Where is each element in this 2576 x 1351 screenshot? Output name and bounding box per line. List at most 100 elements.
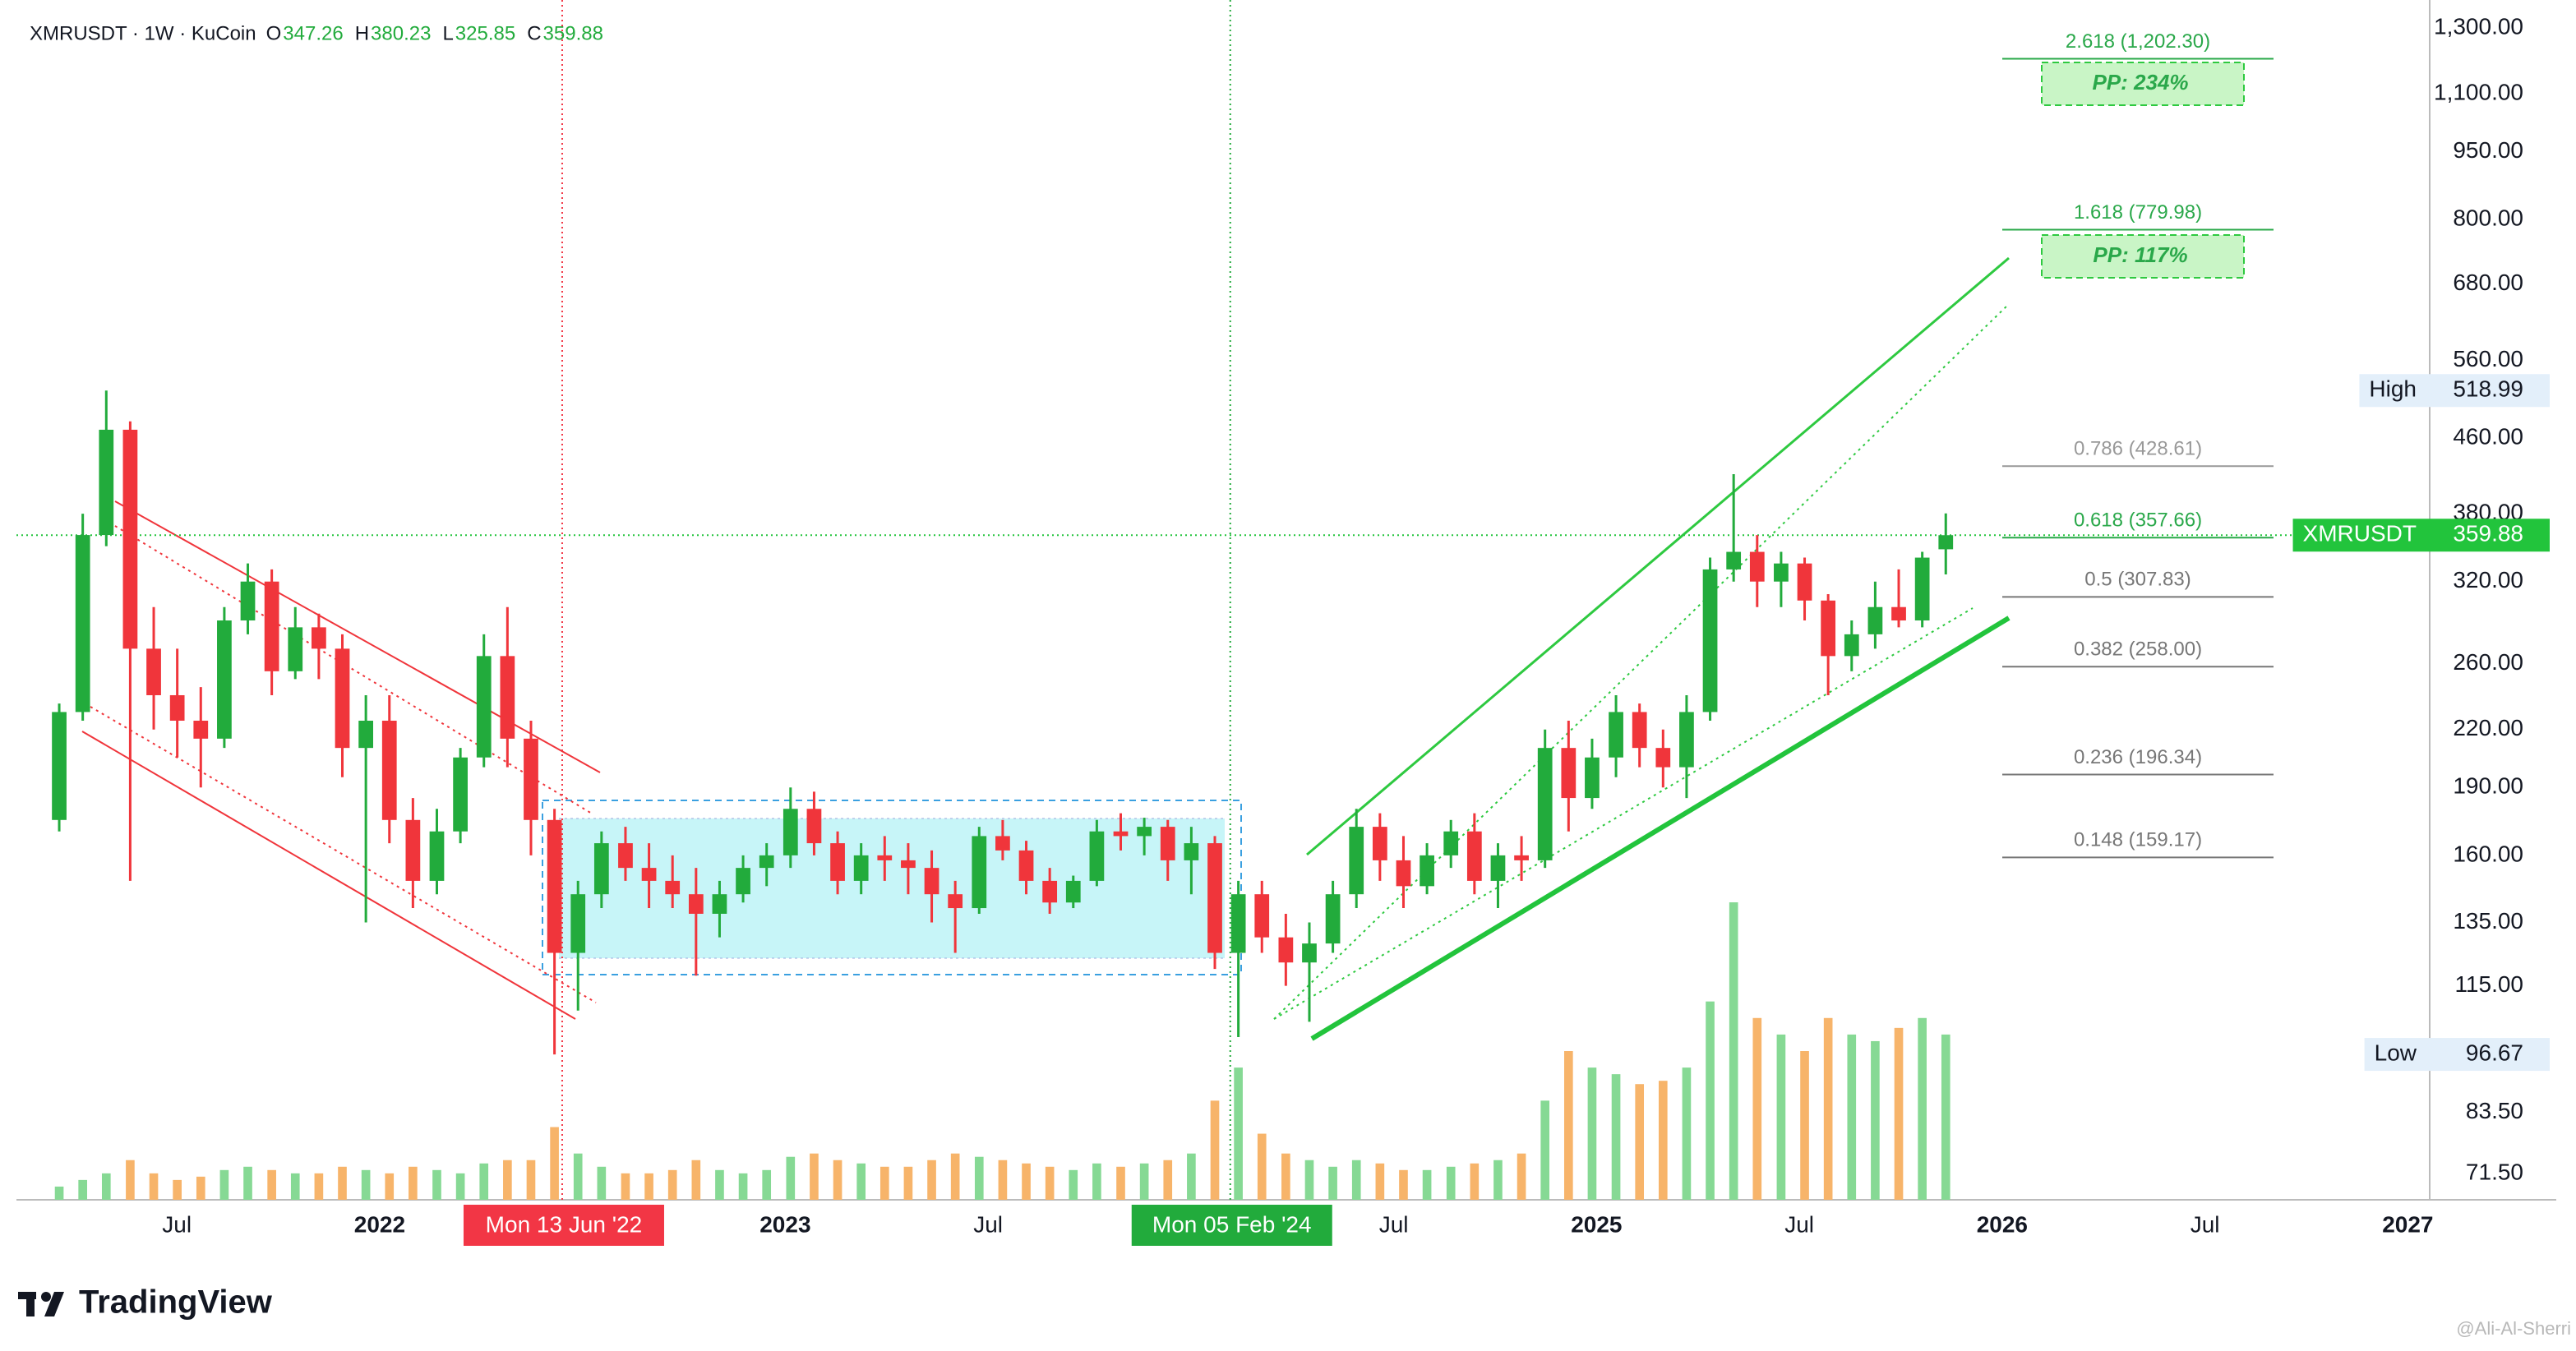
volume-bar: [1187, 1153, 1196, 1200]
y-tick-label: 160.00: [2453, 841, 2523, 866]
candle-body: [1302, 943, 1317, 963]
volume-bar: [1635, 1084, 1645, 1200]
volume-bar: [762, 1169, 772, 1200]
high-label: High: [2369, 376, 2417, 402]
volume-bar: [1871, 1040, 1880, 1200]
volume-bar: [786, 1156, 796, 1200]
y-tick-label: 220.00: [2453, 715, 2523, 740]
candle-body: [1797, 563, 1812, 601]
volume-bar: [409, 1166, 418, 1200]
candle-body: [1396, 860, 1411, 887]
low-value: 96.67: [2466, 1040, 2523, 1065]
volume-bar: [573, 1153, 583, 1200]
volume-bar: [196, 1176, 205, 1200]
volume-bar: [1069, 1169, 1078, 1200]
candle-body: [618, 843, 633, 869]
candle-body: [1609, 712, 1623, 758]
volume-bar: [1351, 1160, 1361, 1200]
candle-body: [1821, 600, 1836, 657]
volume-bar: [1918, 1017, 1927, 1200]
x-tick-label: 2023: [759, 1211, 810, 1237]
y-tick-label: 560.00: [2453, 346, 2523, 371]
candle-body: [1466, 831, 1482, 881]
x-tick-label: Jul: [1379, 1211, 1409, 1237]
channel-line: [114, 525, 593, 814]
volume-bar: [385, 1173, 395, 1200]
volume-bar: [1139, 1163, 1149, 1200]
candle-body: [1042, 880, 1058, 903]
candle-body: [312, 627, 326, 649]
candle-body: [1490, 855, 1506, 881]
candle-body: [547, 819, 562, 953]
volume-bar: [1281, 1153, 1290, 1200]
volume-bar: [1894, 1027, 1904, 1200]
volume-bar: [715, 1169, 724, 1200]
date-marker-label: Mon 05 Feb '24: [1152, 1211, 1312, 1237]
range-box-outer: [542, 800, 1242, 975]
candle-body: [288, 627, 303, 671]
trend-line: [1306, 256, 2010, 856]
candle-body: [901, 860, 916, 869]
volume-bar: [998, 1160, 1008, 1200]
candle-body: [1585, 757, 1600, 799]
brand-name: TradingView: [79, 1284, 273, 1321]
candle-body: [240, 581, 256, 621]
volume-bar: [738, 1173, 748, 1200]
low-label: Low: [2375, 1040, 2417, 1065]
volume-bar: [927, 1160, 936, 1200]
pp-box: [2041, 62, 2245, 106]
volume-bar: [1776, 1034, 1786, 1200]
candle-body: [122, 429, 138, 649]
fib-label: 0.236 (196.34): [2074, 746, 2202, 768]
candle-body: [948, 894, 963, 909]
volume-bar: [503, 1160, 512, 1200]
x-tick-label: 2027: [2382, 1211, 2433, 1237]
pp-box: [2041, 234, 2245, 279]
candle-body: [806, 809, 822, 844]
volume-bar: [597, 1166, 607, 1200]
x-tick-label: 2025: [1571, 1211, 1622, 1237]
y-tick-label: 460.00: [2453, 424, 2523, 450]
pp-label: PP: 117%: [2093, 242, 2187, 267]
volume-bar: [1210, 1100, 1220, 1200]
y-tick-label: 1,100.00: [2434, 80, 2523, 105]
volume-bar: [1399, 1169, 1408, 1200]
candle-body: [1632, 712, 1647, 749]
y-tick-label: 320.00: [2453, 567, 2523, 593]
fib-label: 0.786 (428.61): [2074, 438, 2202, 460]
x-tick-label: 2026: [1977, 1211, 2028, 1237]
candle-body: [1844, 634, 1859, 657]
volume-bar: [879, 1166, 889, 1200]
candle-body: [1420, 855, 1434, 887]
watermark: @Ali-Al-Sherri: [2456, 1318, 2571, 1339]
volume-bar: [1116, 1166, 1125, 1200]
ohlc-value: 325.85: [455, 22, 515, 44]
volume-bar: [1729, 902, 1738, 1200]
fib-label: 2.618 (1,202.30): [2066, 30, 2210, 53]
y-tick-label: 190.00: [2453, 773, 2523, 799]
volume-bar: [691, 1160, 701, 1200]
candle-body: [381, 720, 397, 820]
last_price-value: 359.88: [2453, 521, 2523, 546]
candle-body: [1726, 551, 1742, 569]
candle-body: [1089, 831, 1105, 881]
volume-bar: [1493, 1160, 1503, 1200]
volume-bar: [1304, 1160, 1314, 1200]
volume-bar: [1800, 1051, 1809, 1200]
volume-bar: [1446, 1166, 1456, 1200]
x-tick-label: Jul: [1784, 1211, 1814, 1237]
brand-logo: [18, 1292, 64, 1316]
ohlc-value: 347.26: [283, 22, 343, 44]
layers: 2.618 (1,202.30) 1.618 (779.98) 0.786 (428…: [16, 0, 2550, 1246]
candle-body: [453, 757, 468, 832]
candle-body: [405, 819, 421, 881]
candle-body: [1065, 880, 1081, 903]
candle-body: [1914, 557, 1930, 621]
fib-label: 0.148 (159.17): [2074, 829, 2202, 851]
volume-bar: [1422, 1169, 1432, 1200]
logo-part: [41, 1292, 51, 1302]
pp-label: PP: 234%: [2092, 70, 2188, 95]
candle-body: [524, 738, 538, 820]
candle-body: [1184, 843, 1199, 860]
volume-bar: [267, 1169, 276, 1200]
